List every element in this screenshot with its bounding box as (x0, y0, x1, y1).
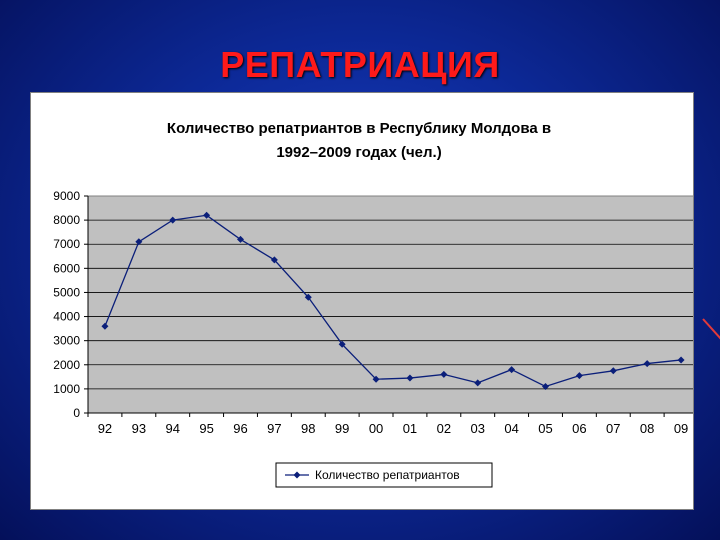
x-tick-label: 06 (572, 421, 586, 436)
x-tick-label: 04 (504, 421, 518, 436)
data-point (338, 340, 346, 348)
x-tick-label: 08 (640, 421, 654, 436)
legend-box (275, 462, 493, 488)
data-point (508, 366, 516, 374)
data-point (372, 375, 380, 383)
line-chart: Количество репатриантов в Республику Мол… (53, 120, 693, 488)
data-point (304, 293, 312, 301)
data-point (135, 238, 143, 246)
legend-label: Количество репатриантов (315, 468, 460, 482)
y-tick-label: 1000 (53, 382, 80, 396)
y-tick-label: 0 (73, 406, 80, 420)
x-tick-label: 01 (403, 421, 417, 436)
x-tick-label: 05 (538, 421, 552, 436)
x-tick-label: 95 (199, 421, 213, 436)
data-point (101, 322, 109, 330)
x-tick-label: 93 (132, 421, 146, 436)
legend-marker (293, 471, 301, 479)
y-tick-label: 6000 (53, 261, 80, 275)
x-tick-label: 97 (267, 421, 281, 436)
plot-area (87, 195, 693, 414)
x-tick-label: 02 (437, 421, 451, 436)
chart-legend: Количество репатриантов (275, 462, 493, 488)
data-point (609, 367, 617, 375)
x-tick-label: 03 (470, 421, 484, 436)
chart-panel: Количество репатриантов в Республику Мол… (30, 92, 694, 510)
y-tick-label: 7000 (53, 237, 80, 251)
y-tick-label: 4000 (53, 310, 80, 324)
data-point (575, 372, 583, 380)
y-tick-label: 8000 (53, 213, 80, 227)
chart-title-line1: Количество репатриантов в Республику Мол… (167, 120, 551, 137)
data-point (270, 256, 278, 264)
data-point (440, 370, 448, 378)
slide-title: РЕПАТРИАЦИЯ (220, 44, 500, 85)
y-tick-label: 5000 (53, 285, 80, 299)
x-tick-label: 07 (606, 421, 620, 436)
chart-title-line2: 1992–2009 годах (чел.) (276, 144, 441, 161)
data-point (203, 211, 211, 219)
x-tick-label: 92 (98, 421, 112, 436)
data-point (237, 235, 244, 243)
x-tick-label: 96 (233, 421, 247, 436)
decorative-line (702, 318, 720, 341)
y-tick-label: 3000 (53, 334, 80, 348)
data-point (643, 360, 651, 368)
data-point (677, 356, 685, 364)
y-tick-label: 2000 (53, 358, 80, 372)
data-point (474, 379, 482, 387)
series-line (104, 214, 682, 388)
x-tick-label: 98 (301, 421, 315, 436)
x-tick-label: 00 (369, 421, 383, 436)
y-tick-label: 9000 (53, 189, 80, 203)
x-tick-label: 99 (335, 421, 349, 436)
x-tick-label: 94 (165, 421, 179, 436)
data-point (169, 216, 177, 224)
x-tick-label: 09 (674, 421, 688, 436)
data-point (406, 374, 414, 382)
data-point (542, 382, 549, 390)
